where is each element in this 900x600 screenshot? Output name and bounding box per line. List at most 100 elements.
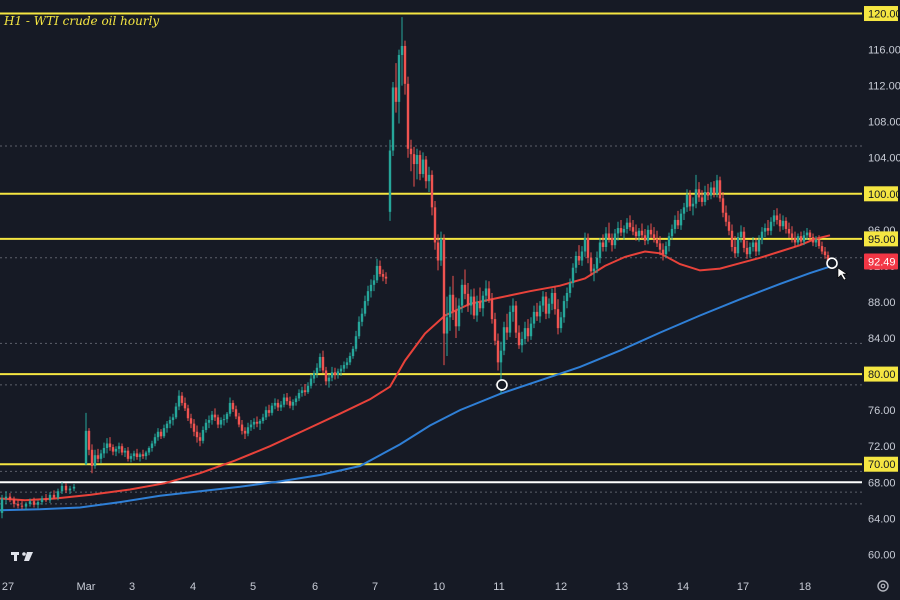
y-tick-label: 88.00 [868,297,896,309]
candle-body [153,437,157,444]
candle-body [508,311,512,333]
candle-body [282,397,286,405]
moving-average-line [0,234,831,502]
candle-body [312,373,316,379]
candle-body [406,83,410,149]
candle-body [478,301,482,309]
candle-body [345,362,349,366]
level-price-label: 68.00 [868,477,896,489]
candle-body [589,257,593,272]
candle-body [583,237,587,252]
level-price-label: 95.00 [868,234,896,246]
candle-body [673,219,677,229]
candle-body [769,221,773,231]
candle-body [391,87,395,151]
candle-body [189,418,193,424]
candle-body [20,505,24,507]
candle-body [123,450,127,453]
candle-body [267,410,271,413]
x-tick-label: 12 [555,581,567,593]
candle-body [348,356,352,363]
candle-body [16,503,20,506]
candle-body [252,421,256,425]
candle-body [814,239,818,243]
candle-body [403,45,407,84]
candle-body [517,332,521,346]
candle-body [68,488,72,491]
candle-body [138,454,142,458]
candle-body [333,372,337,375]
candle-body [808,232,812,238]
candle-body [802,235,806,242]
candle-body [285,397,289,402]
candle-body [664,246,668,255]
y-axis[interactable]: 116.00112.00108.00104.0096.0092.0088.008… [864,6,900,561]
candle-body [258,420,262,424]
candle-body [565,292,569,302]
x-tick-label: 6 [312,581,318,593]
candle-body [730,230,734,247]
candle-body [433,207,437,243]
x-axis[interactable]: 27 Mar 3 4 5 6 7 10 11 12 13 14 17 18 [2,581,811,593]
tradingview-logo[interactable] [11,552,33,561]
level-price-tag [864,186,898,202]
candle-body [580,251,584,261]
candle-body [28,501,32,504]
candle-body [141,454,145,457]
candle-body [718,180,722,199]
candle-body [631,227,635,232]
candle-body [351,348,355,357]
candle-body [574,256,578,268]
candle-body [781,220,785,227]
candle-body [375,265,379,281]
candle-body [805,232,809,236]
candle-body [466,293,470,306]
candle-body [40,498,44,503]
candle-body [225,413,229,420]
candle-body [628,222,632,228]
candle-body [793,237,797,243]
candle-body [619,228,623,233]
x-tick-label: 13 [616,581,628,593]
y-tick-label: 112.00 [868,81,900,93]
candle-body [52,494,56,498]
candle-body [451,294,455,311]
candle-body [454,310,458,327]
last-price-label: 92.49 [868,256,896,268]
candle-body [24,503,28,507]
candle-body [724,212,728,222]
candle-body [502,327,506,351]
y-tick-label: 72.00 [868,441,896,453]
level-price-label: 80.00 [868,369,896,381]
candle-body [787,228,791,234]
candle-body [105,443,109,448]
candle-body [93,455,97,467]
candle-body [613,233,617,246]
horizontal-levels[interactable] [0,12,862,484]
candle-body [751,242,755,247]
candle-body [369,284,373,292]
candle-body [439,238,443,261]
settings-icon[interactable] [877,580,889,592]
candle-body [538,305,542,317]
candle-body [421,159,425,174]
candle-body [288,401,292,406]
candle-body [56,491,60,498]
chart-title: H1 - WTI crude oil hourly [4,14,160,28]
candle-body [637,230,641,237]
candle-body [448,294,452,318]
candle-body [378,265,382,275]
candle-body [276,402,280,408]
candle-body [532,311,536,324]
candle-body [667,236,671,247]
candle-body [255,421,259,424]
candle-body [823,251,827,256]
candle-body [243,430,247,434]
candle-body [826,255,830,261]
candle-body [634,231,638,237]
candle-body [195,431,199,438]
candle-body [700,197,704,202]
level-price-label: 100.00 [868,189,900,201]
